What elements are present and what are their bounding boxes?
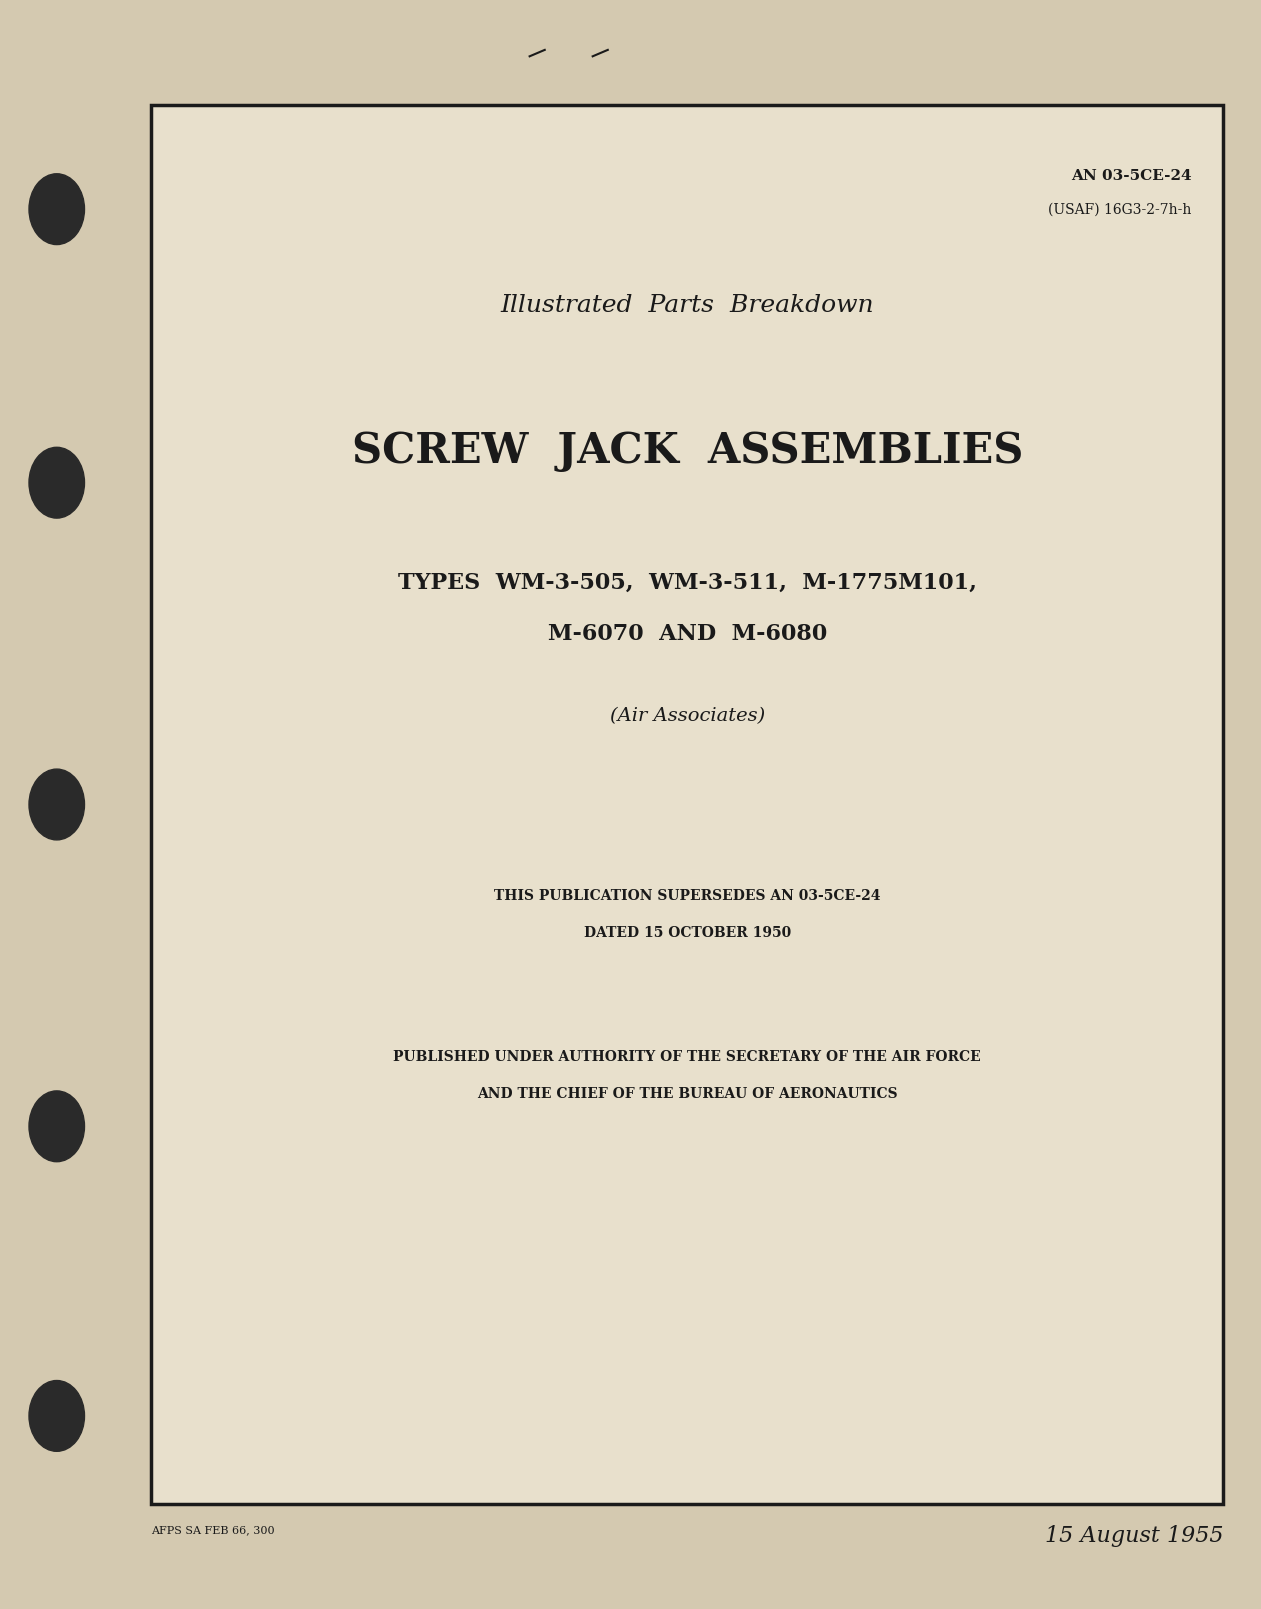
Text: 15 August 1955: 15 August 1955 — [1044, 1525, 1223, 1548]
Text: AFPS SA FEB 66, 300: AFPS SA FEB 66, 300 — [151, 1525, 275, 1535]
Text: TYPES  WM-3-505,  WM-3-511,  M-1775M101,: TYPES WM-3-505, WM-3-511, M-1775M101, — [397, 571, 977, 594]
Circle shape — [29, 447, 84, 518]
Circle shape — [29, 1091, 84, 1162]
Text: AN 03-5CE-24: AN 03-5CE-24 — [1071, 169, 1192, 183]
Circle shape — [29, 174, 84, 245]
Circle shape — [29, 1381, 84, 1451]
Text: (USAF) 16G3-2-7h-h: (USAF) 16G3-2-7h-h — [1048, 203, 1192, 217]
Circle shape — [29, 769, 84, 840]
Text: PUBLISHED UNDER AUTHORITY OF THE SECRETARY OF THE AIR FORCE: PUBLISHED UNDER AUTHORITY OF THE SECRETA… — [393, 1051, 981, 1064]
Text: (Air Associates): (Air Associates) — [609, 706, 765, 726]
Bar — [151, 105, 1223, 1504]
Text: AND THE CHIEF OF THE BUREAU OF AERONAUTICS: AND THE CHIEF OF THE BUREAU OF AERONAUTI… — [477, 1088, 898, 1101]
Text: M-6070  AND  M-6080: M-6070 AND M-6080 — [547, 623, 827, 645]
Text: Illustrated  Parts  Breakdown: Illustrated Parts Breakdown — [501, 294, 874, 317]
Text: THIS PUBLICATION SUPERSEDES AN 03-5CE-24: THIS PUBLICATION SUPERSEDES AN 03-5CE-24 — [494, 890, 880, 903]
Text: SCREW  JACK  ASSEMBLIES: SCREW JACK ASSEMBLIES — [352, 430, 1023, 471]
Text: DATED 15 OCTOBER 1950: DATED 15 OCTOBER 1950 — [584, 927, 791, 940]
